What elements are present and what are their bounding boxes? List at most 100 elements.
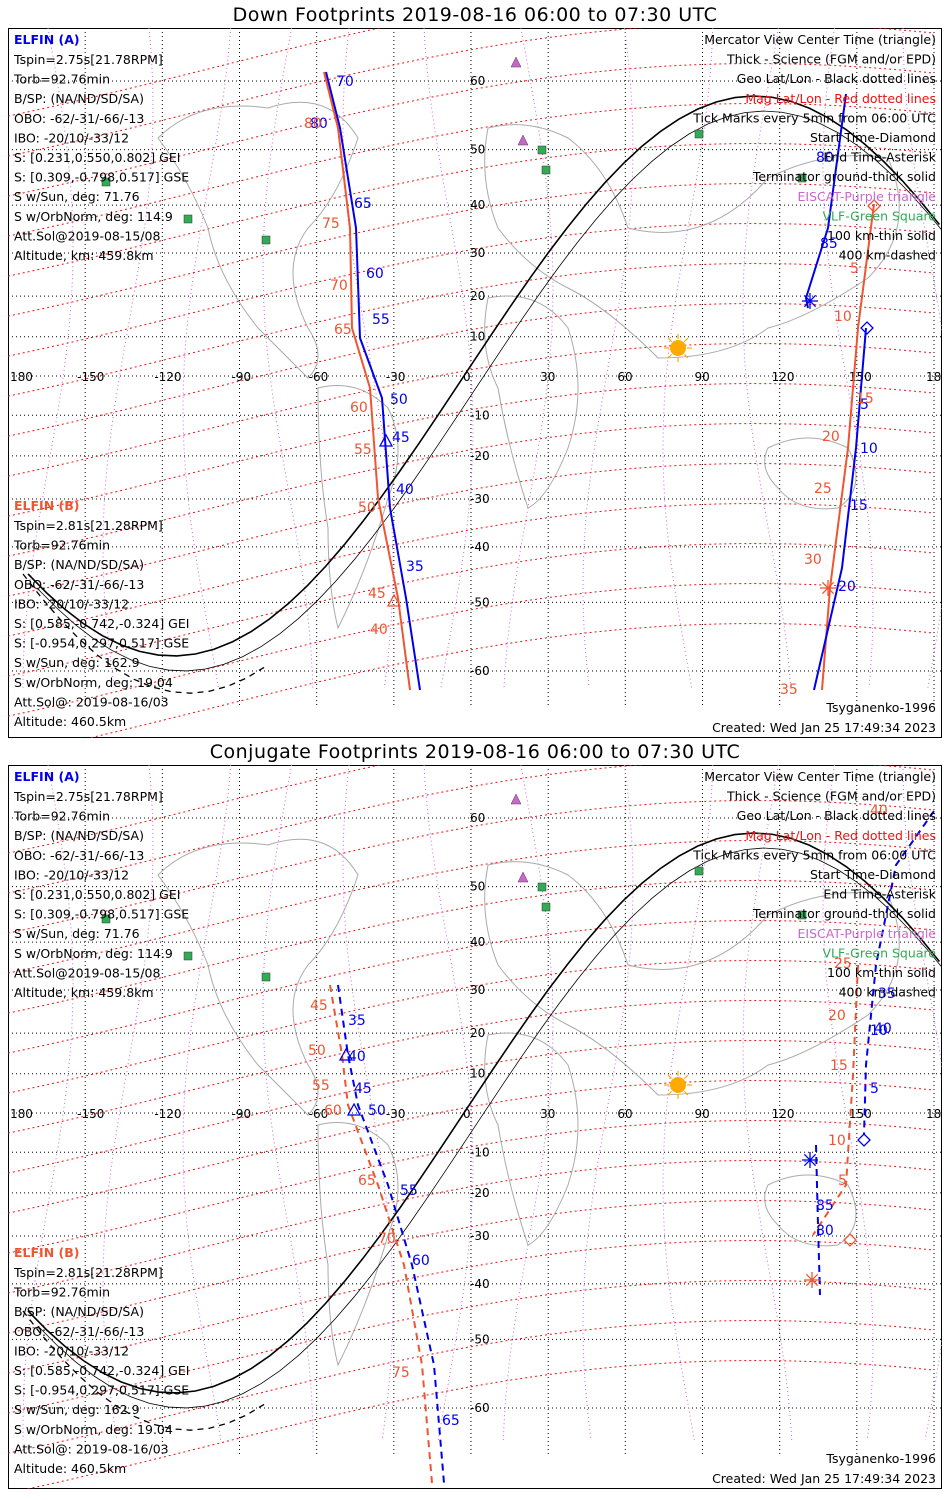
model-label: Tsyganenko-1996 [825,700,936,715]
lat-tick-label: 40 [470,198,485,212]
center-triangle [338,1047,354,1061]
coastline [484,295,579,509]
panel-title-down: Down Footprints 2019-08-16 06:00 to 07:3… [232,4,718,26]
elfin-b-tick-label: 25 [834,956,852,972]
track-elfin-a-east [863,810,935,1136]
sun-ray [667,337,673,343]
vlf-square [261,235,271,245]
elfin-a-tick-label: 45 [354,1081,372,1097]
elfin-a-tick-label: 70 [336,74,354,90]
elfin-b-info-line: B/SP: (NA/ND/SD/SA) [14,1304,144,1319]
lon-tick-label: 30 [540,1107,555,1121]
vlf-square [541,165,551,175]
elfin-a-info-line: Torb=92.76min [13,72,110,87]
sun-icon [664,334,692,362]
vlf-square [183,214,193,224]
elfin-b-tick-label: 70 [330,278,348,294]
lat-tick-label: -10 [470,408,490,422]
coastline [484,124,900,359]
elfin-b-tick-label: 15 [856,391,874,407]
elfin-b-tick-label: 55 [312,1078,330,1094]
legend: Mercator View Center Time (triangle) Thic… [692,769,937,1000]
sun-disc [670,1077,686,1093]
elfin-b-tick-label: 35 [780,682,798,698]
elfin-b-tick-label: 20 [828,1008,846,1024]
legend-item: 400 km-dashed [839,985,936,1000]
elfin-a-tick-label: 50 [390,392,408,408]
track-elfin-a-west [337,984,445,1484]
sun-icon [664,1071,692,1099]
elfin-a-info-line: S: [0.231,0.550,0.802] GEI [14,150,180,165]
sun-ray [667,1090,673,1096]
vlf-square [183,951,193,961]
lat-tick-label: 50 [470,880,485,894]
elfin-b-info-line: OBO: -62/-31/-66/-13 [14,1324,144,1339]
start-diamond [843,1233,857,1247]
coastline [484,861,900,1096]
lat-tick-label: 60 [470,811,485,825]
mag-meridian [342,765,394,1441]
terminator-ground [27,95,941,657]
elfin-a-tick-label: 35 [348,1013,366,1029]
mag-meridian [742,28,792,689]
vlf-square [261,972,271,982]
sun-disc [670,340,686,356]
elfin-b-tick-label: 40 [370,622,388,638]
elfin-a-info-line: Att.Sol@2019-08-15/08 [14,228,160,243]
lon-tick-label: -30 [386,370,406,384]
coastline [764,1174,857,1247]
eiscat-triangle [517,134,529,146]
sun-ray [683,337,689,343]
end-asterisk [803,294,817,308]
sun-ray [683,353,689,359]
lon-tick-label: 180 [926,1107,942,1121]
elfin-a-tick-label: 10 [870,1023,888,1039]
legend-item: 100 km-thin solid [827,965,936,980]
sun-ray [667,1074,673,1080]
legend-item: End Time-Asterisk [823,887,936,902]
elfin-b-tick-label: 25 [814,481,832,497]
elfin-b-info-line: Tspin=2.81s[21.28RPM] [13,1265,163,1280]
eiscat-triangle [517,871,529,883]
elfin-a-tick-label: 85 [820,236,838,252]
elfin-b-tick-label: 30 [804,552,822,568]
elfin-a-info-line: OBO: -62/-31/-66/-13 [14,848,144,863]
elfin-a-info-line: OBO: -62/-31/-66/-13 [14,111,144,126]
track-labels: 3540455055606540358085510455055606570754… [308,803,896,1429]
end-asterisk [803,1153,817,1167]
markers [338,1047,871,1288]
elfin-b-tick-label: 10 [828,1133,846,1149]
lat-tick-label: 60 [470,74,485,88]
track-elfin-b-east [821,203,875,691]
elfin-a-info-line: B/SP: (NA/ND/SD/SA) [14,828,144,843]
elfin-b-header: ELFIN (B) [14,498,79,513]
elfin-a-info-line: S: [0.309,-0.798,0.517] GSE [14,907,189,922]
elfin-b-info-line: S: [0.585,-0.742,-0.324] GEI [14,616,189,631]
elfin-a-tick-label: 50 [368,1103,386,1119]
coastlines [157,101,900,630]
lon-tick-label: 90 [695,370,710,384]
elfin-b-tick-label: 20 [822,429,840,445]
elfin-a-tick-label: 80 [816,1223,834,1239]
elfin-a-tick-label: 5 [870,1081,879,1097]
elfin-a-tick-label: 15 [850,498,868,514]
elfin-a-info-line: S: [0.309,-0.798,0.517] GSE [14,170,189,185]
elfin-b-tick-label: 45 [368,586,386,602]
elfin-a-tick-label: 5 [860,397,869,413]
elfin-b-tick-label: 50 [308,1043,326,1059]
elfin-b-tick-label: 60 [324,1103,342,1119]
elfin-a-tick-label: 45 [392,430,410,446]
lon-tick-label: 90 [695,1107,710,1121]
elfin-a-tick-label: 80 [816,150,834,166]
eiscat-triangle [510,56,522,68]
elfin-b-tick-label: 40 [870,803,888,819]
lat-tick-label: -60 [470,664,490,678]
info-elfin-b: ELFIN (B) Tspin=2.81s[21.28RPM] Torb=92.76… [13,1245,189,1476]
panel-title-conjugate: Conjugate Footprints 2019-08-16 06:00 to… [209,741,741,763]
lat-tick-label: 40 [470,935,485,949]
lat-tick-label: -30 [470,492,490,506]
elfin-b-tick-label: 75 [392,1365,410,1381]
elfin-a-tick-label: 35 [406,559,424,575]
lon-tick-label: -150 [77,1107,104,1121]
lat-tick-label: -60 [470,1401,490,1415]
